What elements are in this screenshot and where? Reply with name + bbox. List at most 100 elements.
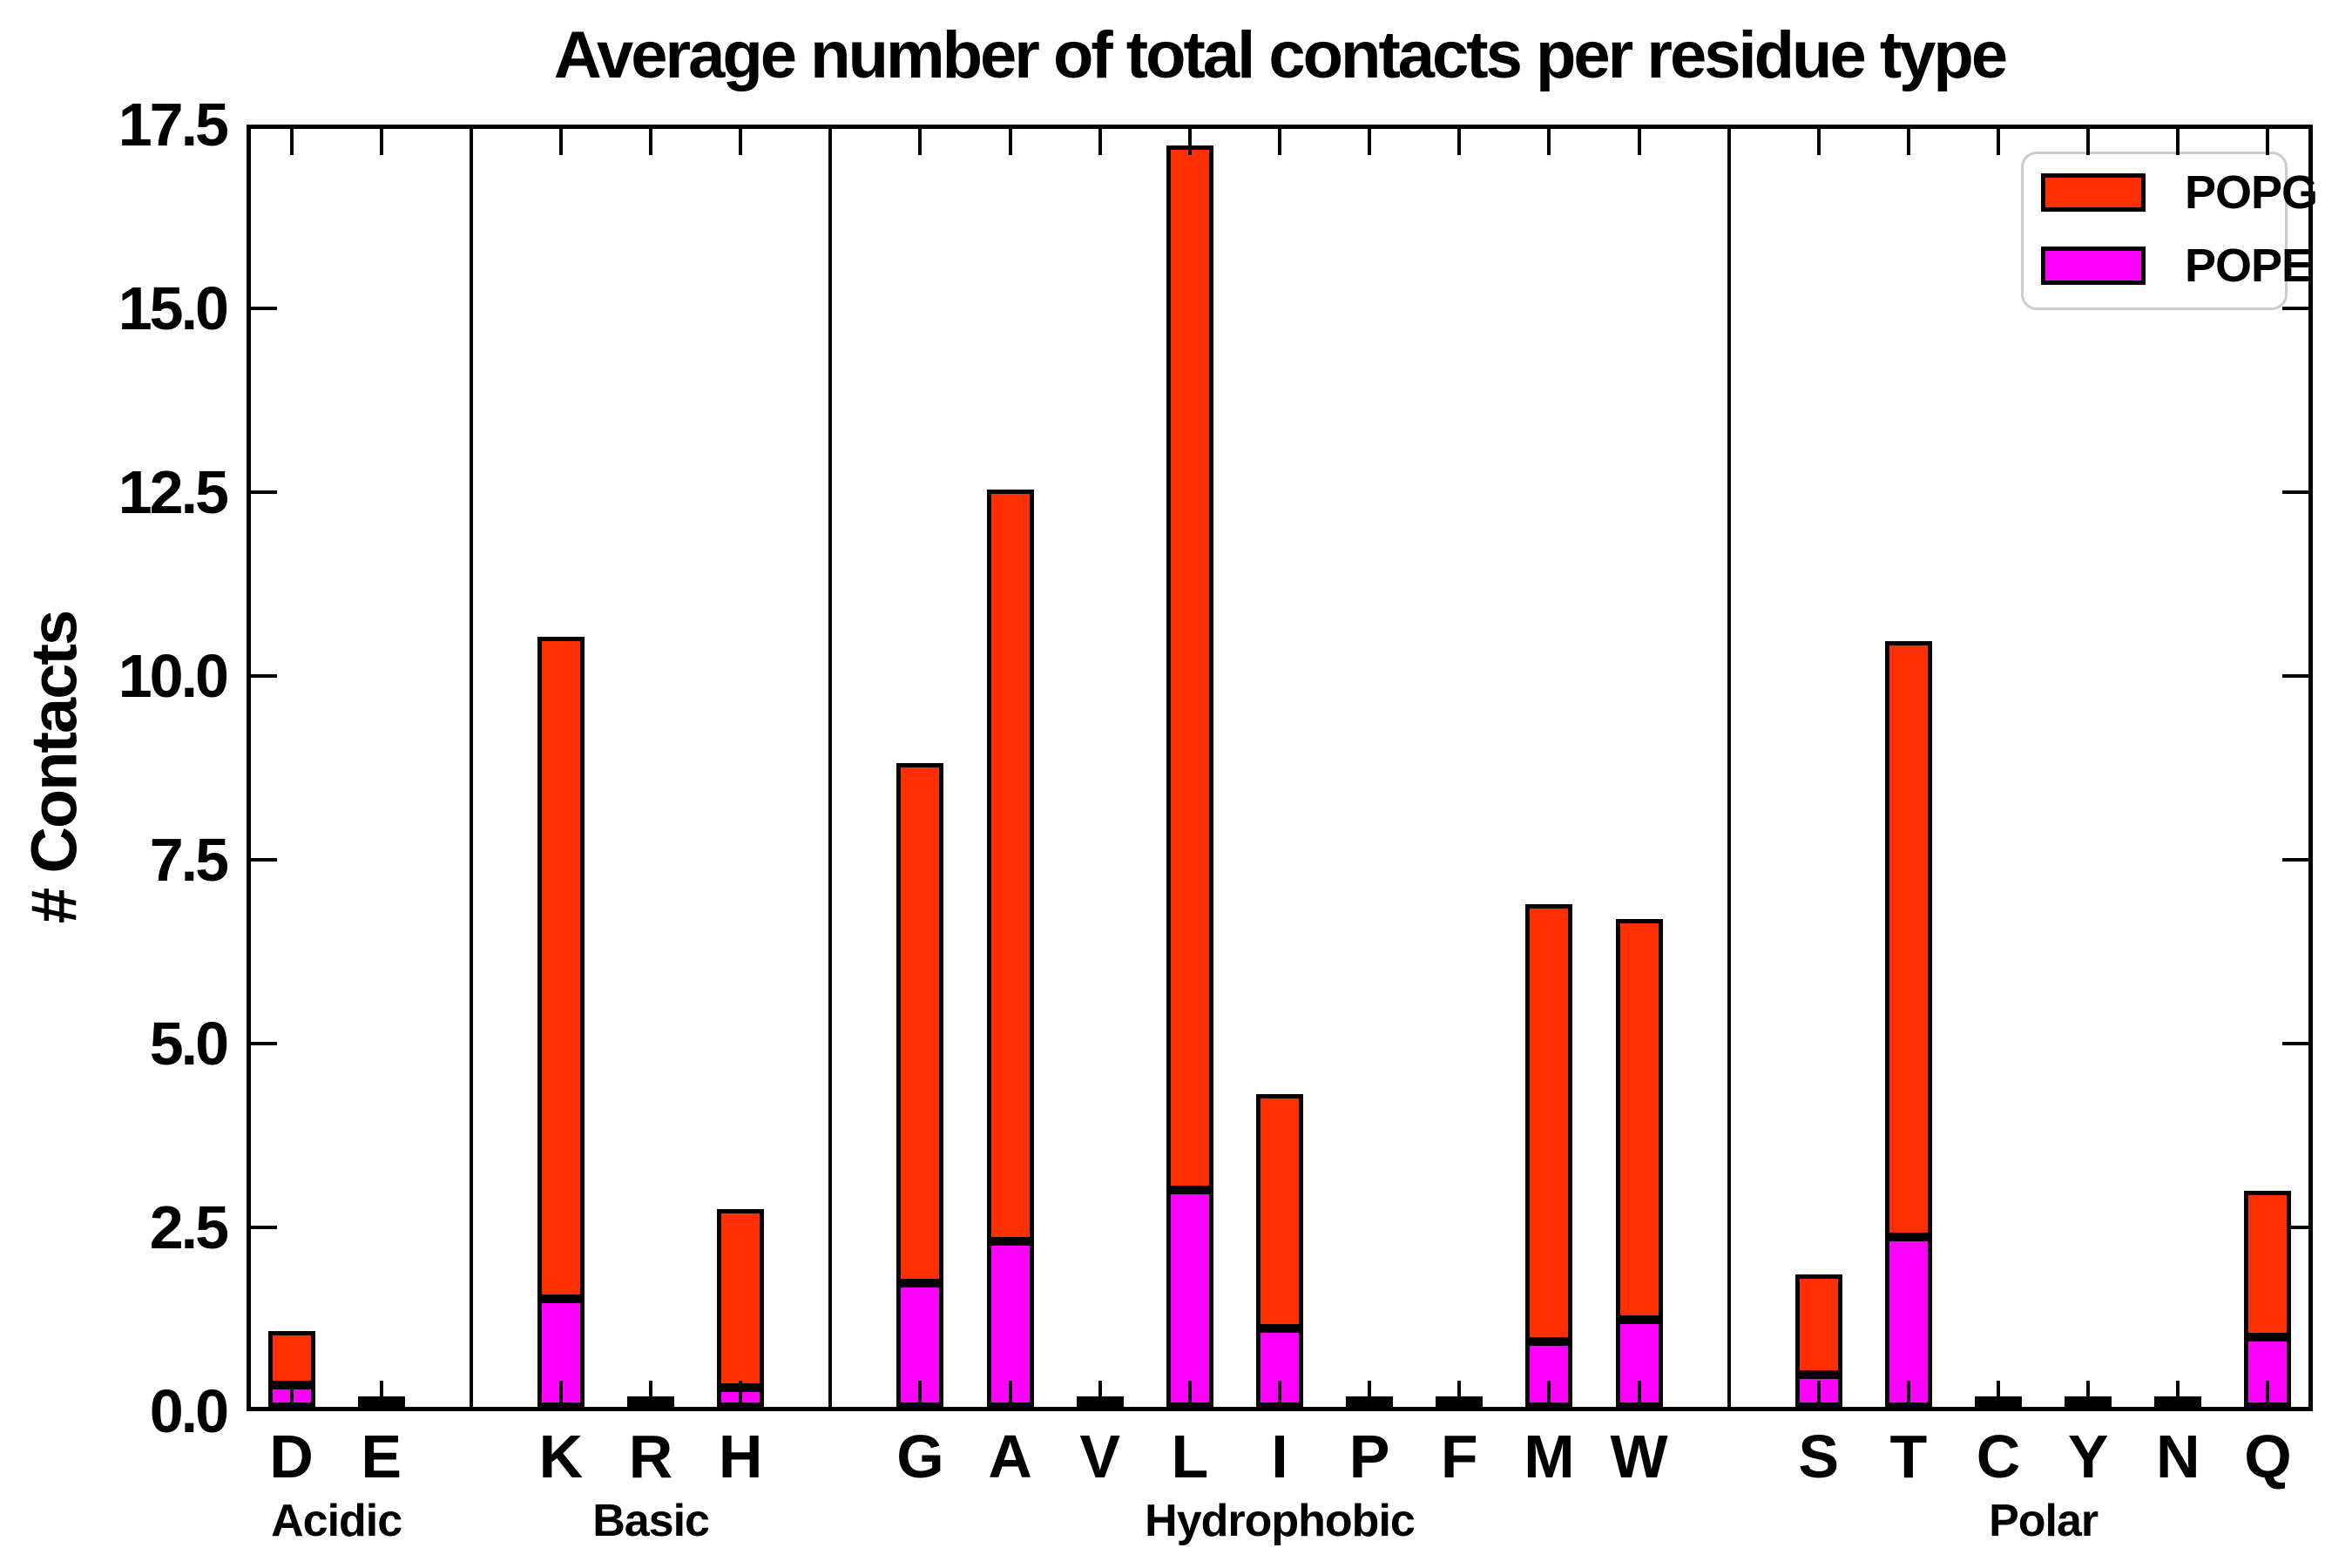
bar-segment-popg-S bbox=[1794, 1274, 1842, 1375]
plot-area bbox=[247, 125, 2313, 1411]
y-tick-mark-right bbox=[2282, 1226, 2308, 1229]
legend-item-popg: POPG bbox=[2024, 168, 2318, 217]
x-tick-mark-bottom bbox=[1457, 1381, 1462, 1407]
x-tick-mark-top bbox=[558, 129, 563, 155]
x-tick-label-F: F bbox=[1440, 1423, 1478, 1490]
group-label-polar: Polar bbox=[1989, 1496, 2099, 1546]
x-tick-mark-bottom bbox=[558, 1381, 563, 1407]
x-tick-label-M: M bbox=[1524, 1423, 1575, 1490]
legend-label-popg: POPG bbox=[2185, 166, 2318, 219]
bar-segment-popg-A bbox=[986, 489, 1034, 1242]
legend-swatch-pope bbox=[2041, 247, 2146, 285]
group-divider bbox=[828, 129, 833, 1407]
y-tick-mark-right bbox=[2282, 1042, 2308, 1045]
y-tick-label: 7.5 bbox=[149, 826, 229, 894]
x-tick-mark-bottom bbox=[379, 1381, 383, 1407]
x-tick-label-A: A bbox=[988, 1423, 1032, 1490]
bar-segment-pope-A bbox=[986, 1241, 1034, 1407]
x-tick-label-H: H bbox=[718, 1423, 763, 1490]
bar-segment-popg-Q bbox=[2244, 1190, 2292, 1337]
legend-label-pope: POPE bbox=[2185, 240, 2313, 292]
x-tick-mark-bottom bbox=[1098, 1381, 1102, 1407]
group-label-hydrophobic: Hydrophobic bbox=[1145, 1496, 1416, 1546]
x-tick-label-V: V bbox=[1079, 1423, 1121, 1490]
x-tick-label-P: P bbox=[1348, 1423, 1390, 1490]
x-tick-label-G: G bbox=[896, 1423, 944, 1490]
x-tick-mark-top bbox=[1816, 129, 1821, 155]
x-tick-label-N: N bbox=[2156, 1423, 2200, 1490]
x-tick-mark-bottom bbox=[2266, 1381, 2270, 1407]
y-tick-mark-left bbox=[251, 1042, 277, 1045]
y-tick-mark-left bbox=[251, 490, 277, 494]
y-tick-label: 5.0 bbox=[149, 1010, 229, 1078]
group-divider bbox=[469, 129, 473, 1407]
x-tick-label-D: D bbox=[269, 1423, 314, 1490]
x-tick-label-Y: Y bbox=[2067, 1423, 2109, 1490]
bar-segment-popg-T bbox=[1884, 641, 1932, 1238]
x-tick-mark-top bbox=[2086, 129, 2091, 155]
x-tick-label-C: C bbox=[1976, 1423, 2021, 1490]
x-tick-mark-bottom bbox=[1637, 1381, 1641, 1407]
bar-segment-pope-Q bbox=[2244, 1336, 2292, 1407]
x-tick-mark-bottom bbox=[1187, 1381, 1192, 1407]
y-tick-label: 15.0 bbox=[118, 274, 229, 342]
y-tick-mark-right bbox=[2282, 674, 2308, 678]
x-tick-label-L: L bbox=[1171, 1423, 1209, 1490]
chart-title: Average number of total contacts per res… bbox=[553, 18, 2008, 92]
legend-item-pope: POPE bbox=[2024, 241, 2313, 290]
y-tick-label: 2.5 bbox=[149, 1193, 229, 1261]
bar-segment-popg-D bbox=[267, 1331, 315, 1385]
x-tick-mark-bottom bbox=[1278, 1381, 1281, 1407]
bar-segment-popg-W bbox=[1615, 918, 1663, 1321]
y-tick-label: 12.5 bbox=[118, 458, 229, 526]
x-tick-label-E: E bbox=[361, 1423, 402, 1490]
x-tick-mark-top bbox=[1637, 129, 1641, 155]
y-tick-label: 17.5 bbox=[118, 91, 229, 159]
y-tick-mark-right bbox=[2282, 858, 2308, 862]
x-tick-mark-bottom bbox=[918, 1381, 923, 1407]
bar-segment-popg-G bbox=[896, 762, 944, 1284]
x-tick-mark-top bbox=[1906, 129, 1910, 155]
x-tick-mark-bottom bbox=[2086, 1381, 2091, 1407]
x-tick-mark-bottom bbox=[1547, 1381, 1551, 1407]
x-tick-mark-bottom bbox=[1816, 1381, 1821, 1407]
x-tick-mark-bottom bbox=[1008, 1381, 1012, 1407]
x-tick-mark-top bbox=[739, 129, 743, 155]
legend-swatch-popg bbox=[2041, 173, 2146, 212]
x-tick-label-K: K bbox=[538, 1423, 584, 1490]
bar-segment-popg-M bbox=[1525, 903, 1573, 1342]
group-label-acidic: Acidic bbox=[271, 1496, 402, 1546]
y-tick-mark-left bbox=[251, 1226, 277, 1229]
bar-segment-popg-L bbox=[1166, 145, 1213, 1191]
bar-segment-popg-I bbox=[1256, 1094, 1303, 1328]
x-tick-label-S: S bbox=[1798, 1423, 1840, 1490]
bar-segment-popg-K bbox=[537, 637, 585, 1299]
x-tick-mark-bottom bbox=[1368, 1381, 1372, 1407]
x-tick-mark-top bbox=[1098, 129, 1102, 155]
x-tick-mark-top bbox=[379, 129, 383, 155]
x-tick-label-I: I bbox=[1271, 1423, 1288, 1490]
x-tick-mark-top bbox=[1368, 129, 1372, 155]
x-tick-label-Q: Q bbox=[2244, 1423, 2292, 1490]
group-divider bbox=[1727, 129, 1731, 1407]
x-tick-mark-top bbox=[2266, 129, 2270, 155]
x-tick-mark-top bbox=[289, 129, 294, 155]
y-tick-mark-right bbox=[2282, 307, 2308, 310]
x-tick-mark-bottom bbox=[2176, 1381, 2180, 1407]
x-tick-mark-top bbox=[2176, 129, 2180, 155]
x-tick-mark-top bbox=[1547, 129, 1551, 155]
x-tick-mark-top bbox=[1008, 129, 1012, 155]
bar-segment-pope-L bbox=[1166, 1190, 1213, 1407]
x-tick-mark-bottom bbox=[649, 1381, 653, 1407]
x-tick-mark-bottom bbox=[739, 1381, 743, 1407]
x-tick-mark-top bbox=[1997, 129, 2001, 155]
x-tick-mark-top bbox=[918, 129, 923, 155]
y-tick-mark-right bbox=[2282, 490, 2308, 494]
y-tick-mark-left bbox=[251, 674, 277, 678]
x-tick-mark-bottom bbox=[1997, 1381, 2001, 1407]
x-tick-mark-top bbox=[1278, 129, 1281, 155]
bar-segment-popg-H bbox=[717, 1208, 765, 1389]
y-tick-label: 10.0 bbox=[118, 642, 229, 710]
y-tick-label: 0.0 bbox=[149, 1377, 229, 1445]
